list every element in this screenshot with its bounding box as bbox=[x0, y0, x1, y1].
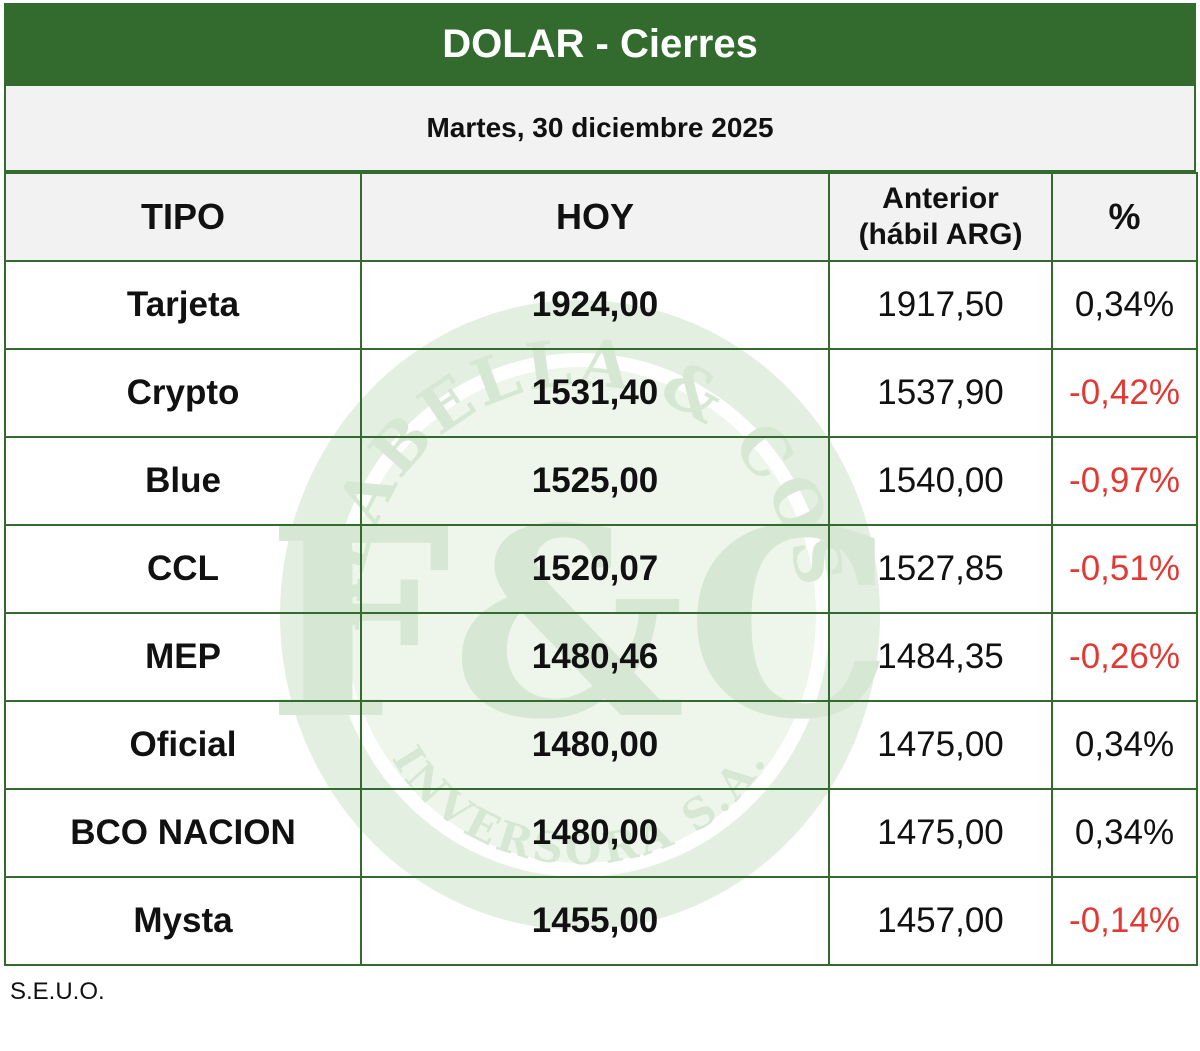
cell-tipo: BCO NACION bbox=[4, 788, 362, 878]
cell-anterior: 1484,35 bbox=[828, 612, 1053, 702]
table-row: Tarjeta 1924,00 1917,50 0,34% bbox=[4, 260, 1198, 350]
table-row: Crypto 1531,40 1537,90 -0,42% bbox=[4, 348, 1198, 438]
header-row: TIPO HOY Anterior (hábil ARG) % bbox=[4, 172, 1198, 262]
cell-hoy: 1525,00 bbox=[360, 436, 830, 526]
cell-pct: -0,97% bbox=[1051, 436, 1198, 526]
header-hoy: HOY bbox=[360, 172, 830, 262]
table-row: Blue 1525,00 1540,00 -0,97% bbox=[4, 436, 1198, 526]
cell-hoy: 1531,40 bbox=[360, 348, 830, 438]
rates-sheet: DOLAR - Cierres Martes, 30 diciembre 202… bbox=[4, 3, 1198, 966]
cell-pct: -0,14% bbox=[1051, 876, 1198, 966]
cell-tipo: Crypto bbox=[4, 348, 362, 438]
header-tipo: TIPO bbox=[4, 172, 362, 262]
sheet-date: Martes, 30 diciembre 2025 bbox=[4, 86, 1196, 172]
cell-pct: 0,34% bbox=[1051, 700, 1198, 790]
cell-tipo: MEP bbox=[4, 612, 362, 702]
header-anterior-line1: Anterior bbox=[882, 182, 999, 215]
cell-tipo: Mysta bbox=[4, 876, 362, 966]
cell-hoy: 1455,00 bbox=[360, 876, 830, 966]
cell-tipo: Tarjeta bbox=[4, 260, 362, 350]
cell-anterior: 1537,90 bbox=[828, 348, 1053, 438]
cell-anterior: 1457,00 bbox=[828, 876, 1053, 966]
cell-hoy: 1480,00 bbox=[360, 700, 830, 790]
cell-anterior: 1527,85 bbox=[828, 524, 1053, 614]
header-anterior: Anterior (hábil ARG) bbox=[828, 172, 1053, 262]
cell-anterior: 1475,00 bbox=[828, 700, 1053, 790]
cell-pct: -0,42% bbox=[1051, 348, 1198, 438]
cell-hoy: 1480,46 bbox=[360, 612, 830, 702]
cell-anterior: 1540,00 bbox=[828, 436, 1053, 526]
rates-table: TIPO HOY Anterior (hábil ARG) % Tarjeta 1… bbox=[4, 172, 1198, 966]
table-row: Oficial 1480,00 1475,00 0,34% bbox=[4, 700, 1198, 790]
cell-tipo: Oficial bbox=[4, 700, 362, 790]
cell-tipo: Blue bbox=[4, 436, 362, 526]
disclaimer-note: S.E.U.O. bbox=[10, 978, 105, 1005]
cell-hoy: 1520,07 bbox=[360, 524, 830, 614]
table-row: BCO NACION 1480,00 1475,00 0,34% bbox=[4, 788, 1198, 878]
cell-hoy: 1924,00 bbox=[360, 260, 830, 350]
table-row: Mysta 1455,00 1457,00 -0,14% bbox=[4, 876, 1198, 966]
cell-hoy: 1480,00 bbox=[360, 788, 830, 878]
cell-anterior: 1917,50 bbox=[828, 260, 1053, 350]
header-anterior-line2: (hábil ARG) bbox=[858, 218, 1023, 251]
header-pct: % bbox=[1051, 172, 1198, 262]
cell-pct: -0,26% bbox=[1051, 612, 1198, 702]
sheet-title: DOLAR - Cierres bbox=[4, 3, 1196, 86]
cell-tipo: CCL bbox=[4, 524, 362, 614]
cell-anterior: 1475,00 bbox=[828, 788, 1053, 878]
table-row: CCL 1520,07 1527,85 -0,51% bbox=[4, 524, 1198, 614]
cell-pct: 0,34% bbox=[1051, 260, 1198, 350]
cell-pct: 0,34% bbox=[1051, 788, 1198, 878]
cell-pct: -0,51% bbox=[1051, 524, 1198, 614]
table-row: MEP 1480,46 1484,35 -0,26% bbox=[4, 612, 1198, 702]
